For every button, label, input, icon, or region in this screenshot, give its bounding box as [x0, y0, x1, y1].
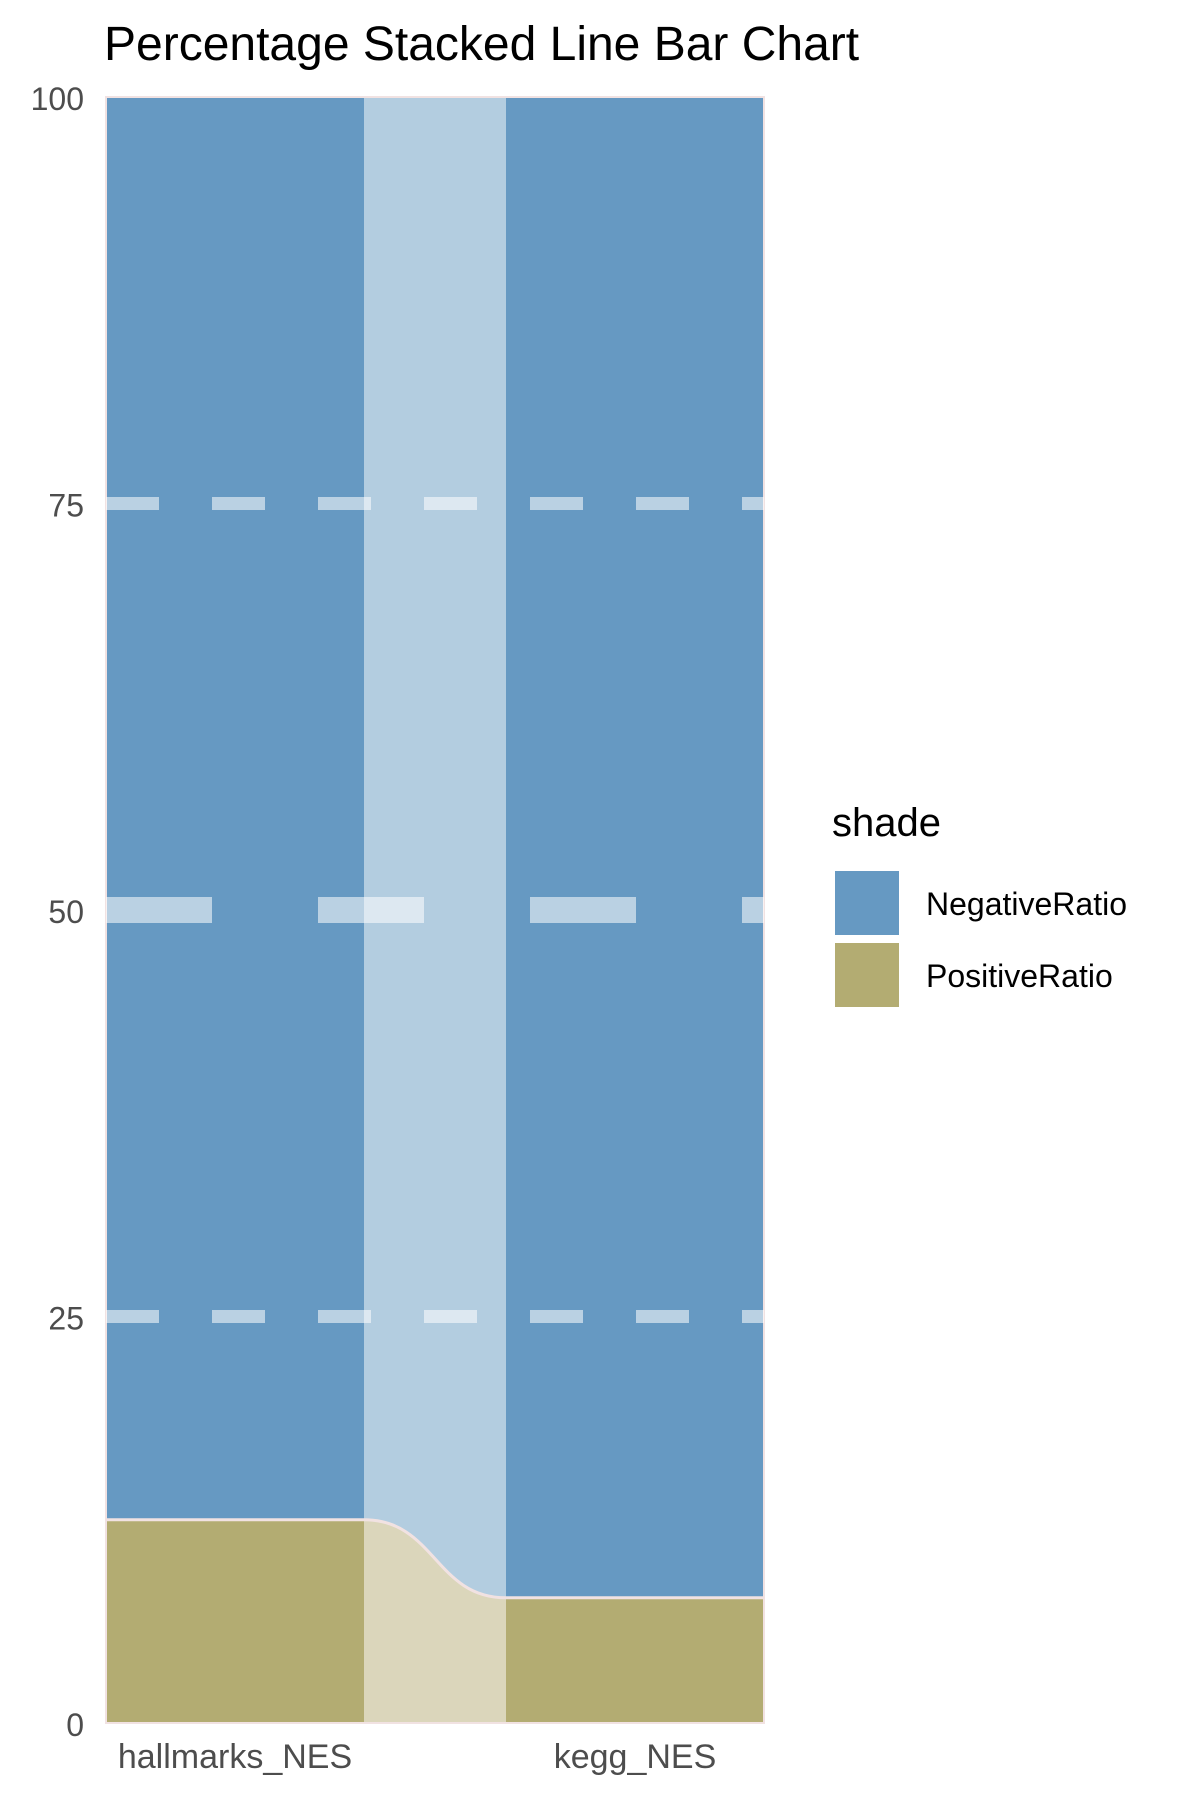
axes: 0 25 50 75 100 hallmarks_NES kegg_NES [31, 81, 717, 1776]
legend-label-positiveratio: PositiveRatio [926, 958, 1113, 994]
y-tick-label-100: 100 [31, 81, 84, 117]
y-tick-label-25: 25 [48, 1301, 84, 1337]
legend-swatch-negativeratio [833, 869, 901, 937]
grid-lines [106, 497, 764, 1323]
bar-negativeratio-hallmarks_NES [106, 97, 364, 1520]
stack-divider-line [106, 1518, 764, 1600]
bar-positiveratio-kegg_NES [506, 1597, 764, 1723]
link-area-positiveratio [364, 1519, 506, 1723]
bar-negativeratio-kegg_NES [506, 97, 764, 1598]
legend-label-negativeratio: NegativeRatio [926, 886, 1127, 922]
y-tick-label-0: 0 [66, 1707, 84, 1743]
y-tick-label-75: 75 [48, 488, 84, 524]
x-tick-label-kegg_NES: kegg_NES [554, 1738, 717, 1776]
bar-positiveratio-hallmarks_NES [106, 1519, 364, 1723]
legend-swatch-positiveratio [833, 941, 901, 1009]
y-tick-label-50: 50 [48, 894, 84, 930]
legend: shade NegativeRatio PositiveRatio [832, 801, 1127, 1009]
legend-title: shade [832, 801, 941, 845]
chart-title: Percentage Stacked Line Bar Chart [104, 18, 859, 71]
plot-area [105, 96, 765, 1724]
x-tick-label-hallmarks_NES: hallmarks_NES [118, 1738, 352, 1776]
link-area-negativeratio [364, 97, 506, 1598]
